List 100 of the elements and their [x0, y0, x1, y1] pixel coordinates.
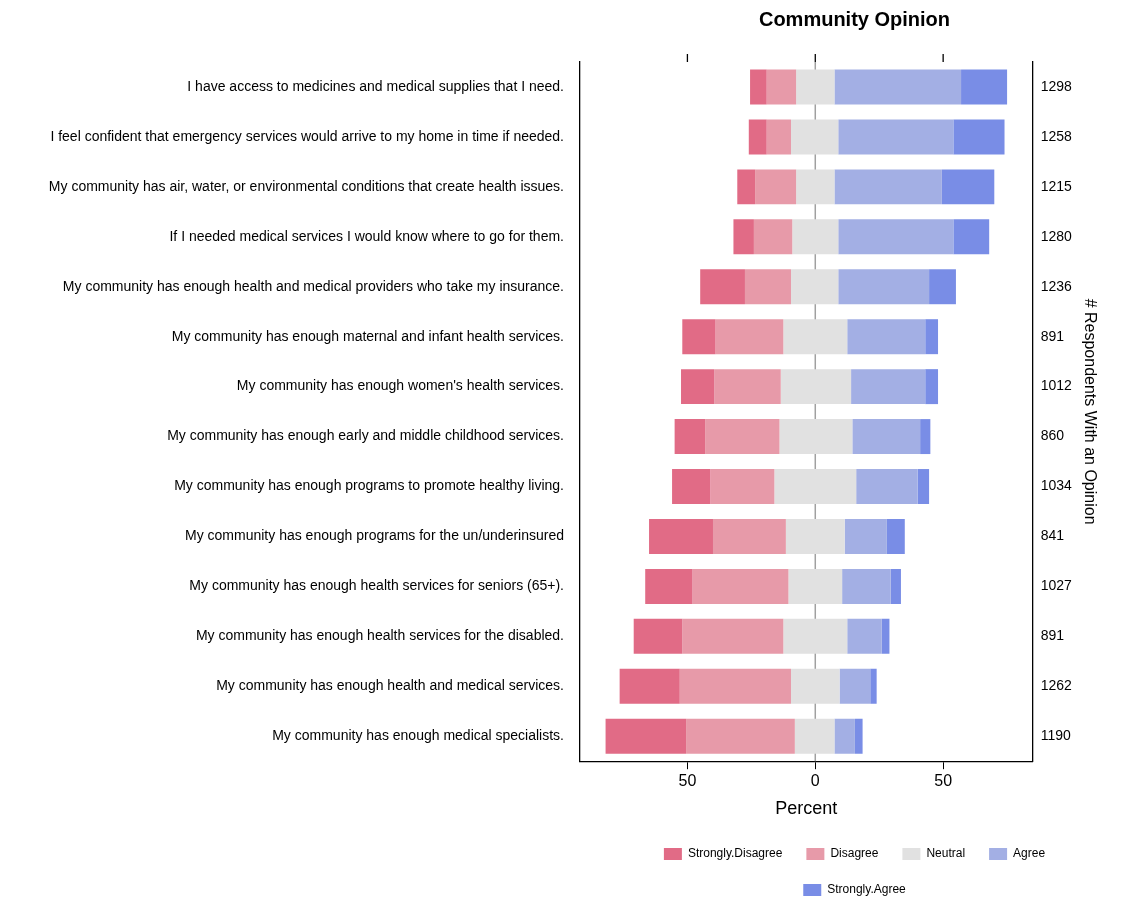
bar [847, 618, 882, 654]
bar [682, 618, 784, 654]
bar [712, 518, 786, 554]
bar [851, 369, 926, 405]
y-tick-label: My community has enough health and medical services. [216, 677, 564, 694]
legend-label: Disagree [830, 846, 879, 861]
x-tick-label: 0 [810, 772, 820, 790]
bar [766, 119, 791, 155]
x-tick-label: 50 [678, 772, 697, 790]
bar [790, 119, 839, 155]
x-axis-title: Percent [775, 798, 838, 819]
bar [920, 419, 931, 455]
bar [847, 319, 926, 355]
bar [838, 269, 930, 305]
bar [834, 69, 962, 105]
bar [710, 469, 775, 504]
bar [890, 568, 901, 604]
y2-tick-label: 1012 [1040, 377, 1073, 394]
bar [779, 419, 853, 455]
y2-tick-label: 860 [1040, 427, 1065, 444]
bar [750, 69, 767, 105]
y-tick-label: I feel confident that emergency services would arrive to my home in time if needed. [50, 127, 564, 144]
bar [925, 369, 939, 405]
bar [715, 319, 784, 355]
y-tick-label: My community has enough early and middle childhood services. [167, 427, 564, 444]
bar [796, 169, 835, 205]
bar [842, 568, 891, 604]
bar [700, 269, 745, 305]
bar [886, 518, 905, 554]
bar [929, 269, 956, 305]
legend-label: Agree [1013, 846, 1046, 861]
bar [692, 568, 789, 604]
bar [766, 69, 797, 105]
bar [686, 718, 795, 754]
bar [783, 319, 848, 355]
bar [674, 419, 706, 455]
bar [633, 618, 683, 654]
bar [783, 618, 848, 654]
bar [737, 169, 756, 205]
bar [834, 718, 855, 754]
bar [839, 668, 871, 704]
bar [881, 618, 890, 654]
y-tick-label: My community has enough programs for the un/underinsured [185, 527, 564, 544]
y-tick-label: My community has enough programs to promote healthy living. [174, 477, 564, 494]
bar [645, 568, 693, 604]
bar [854, 718, 863, 754]
bar [753, 219, 793, 255]
y-tick-label: My community has air, water, or environmental conditions that create health issues. [48, 177, 564, 194]
bar [705, 419, 780, 455]
bar [838, 219, 954, 255]
y2-tick-label: 1298 [1040, 77, 1073, 94]
y2-axis-title: # Respondents With an Opinion [1081, 298, 1099, 525]
bar [619, 668, 680, 704]
y2-tick-label: 891 [1040, 627, 1065, 644]
y-tick-label: My community has enough health services for seniors (65+). [189, 577, 564, 594]
bar [792, 219, 839, 255]
bar [755, 169, 797, 205]
bar [672, 469, 711, 504]
bar [794, 718, 835, 754]
bar [953, 119, 1005, 155]
y2-tick-label: 1258 [1040, 127, 1073, 144]
bar [925, 319, 939, 355]
bar [780, 369, 852, 405]
y-tick-label: My community has enough health and medical providers who take my insurance. [62, 277, 564, 294]
bar [744, 269, 791, 305]
bar [790, 668, 840, 704]
y-tick-label: I have access to medicines and medical supplies that I need. [187, 77, 564, 94]
bar [870, 668, 877, 704]
bar [838, 119, 954, 155]
bar [953, 219, 990, 255]
bar [714, 369, 781, 405]
bar [748, 119, 767, 155]
bar [682, 319, 716, 355]
bar [852, 419, 921, 455]
chart-title: Community Opinion [758, 7, 951, 30]
bar [733, 219, 754, 255]
y-tick-label: My community has enough women's health services. [236, 377, 564, 394]
y2-tick-label: 1280 [1040, 227, 1073, 244]
y2-tick-label: 1034 [1040, 477, 1073, 494]
bar [681, 369, 715, 405]
y2-tick-label: 1262 [1040, 677, 1073, 694]
bar [649, 518, 713, 554]
bar [679, 668, 791, 704]
y-tick-label: My community has enough medical specialists. [272, 727, 564, 744]
y-tick-label: My community has enough maternal and infant health services. [171, 327, 564, 344]
y2-tick-label: 1215 [1040, 177, 1073, 194]
bar [941, 169, 995, 205]
legend-label: Neutral [926, 846, 966, 861]
bar [774, 469, 857, 504]
bar [917, 469, 930, 504]
x-tick-label: 50 [934, 772, 953, 790]
y2-tick-label: 891 [1040, 327, 1065, 344]
y-tick-label: My community has enough health services for the disabled. [195, 627, 564, 644]
bar [856, 469, 918, 504]
bar [834, 169, 942, 205]
bar [605, 718, 687, 754]
bar [788, 568, 843, 604]
y-tick-label: If I needed medical services I would know where to go for them. [169, 227, 564, 244]
bar [790, 269, 839, 305]
y2-tick-label: 1027 [1040, 577, 1073, 594]
